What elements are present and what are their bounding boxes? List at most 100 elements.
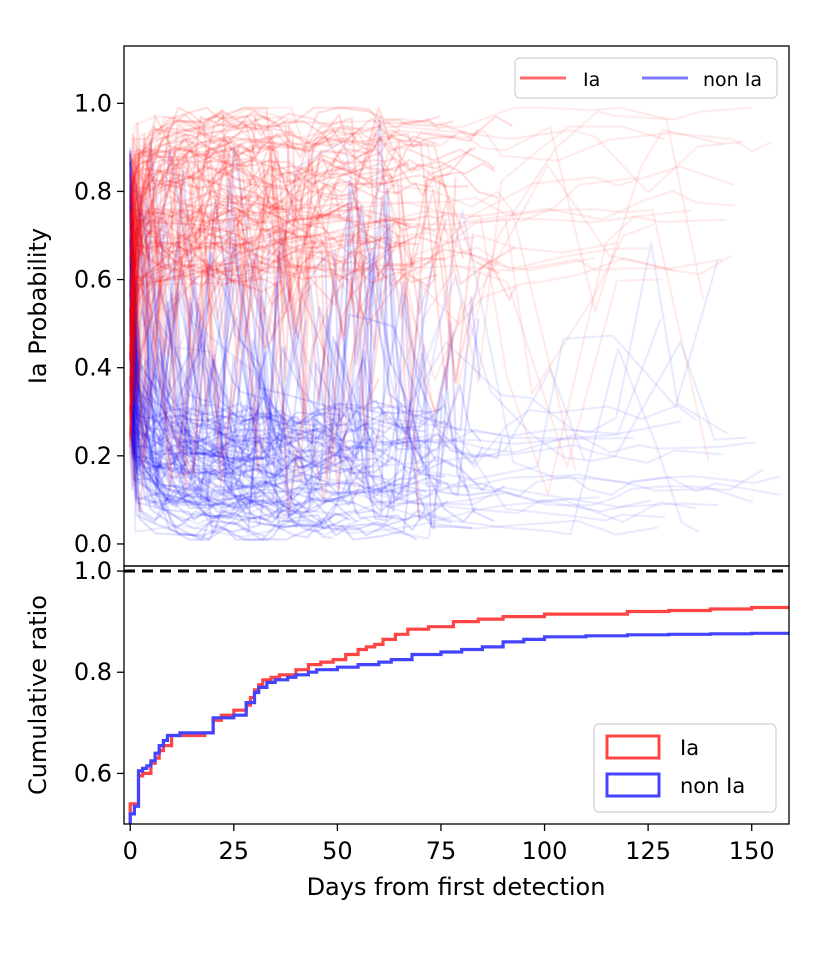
ia-probability-curve — [129, 248, 294, 351]
non-ia-probability-curve — [129, 358, 335, 442]
ia-probability-curve — [129, 190, 735, 320]
x-tick-label: 75 — [426, 837, 457, 865]
ia-probability-curve — [129, 122, 724, 313]
non-ia-probability-curve — [129, 428, 264, 485]
non-ia-probability-curve — [129, 163, 349, 535]
ia-probability-curve — [129, 257, 722, 326]
ia-probability-curve — [129, 205, 291, 406]
ia-probability-curve — [129, 106, 705, 400]
non-ia-probability-curve — [129, 327, 426, 449]
ia-probability-curve — [129, 115, 440, 483]
non-ia-probability-curve — [129, 183, 392, 463]
non-ia-probability-curve — [129, 177, 446, 478]
non-ia-probability-curve — [129, 275, 503, 504]
ia-probability-curve — [129, 164, 448, 316]
ia-probability-curve — [129, 161, 736, 276]
non-ia-probability-curve — [129, 209, 298, 521]
non-ia-probability-curve — [129, 279, 457, 447]
ia-probability-curve — [129, 223, 371, 274]
ia-probability-curve — [129, 164, 676, 381]
ia-probability-curve — [129, 172, 239, 273]
non-ia-probability-curve — [129, 185, 682, 438]
ia-probability-curve — [129, 149, 298, 231]
top-legend-label-ia: Ia — [583, 69, 600, 91]
non-ia-probability-curve — [129, 241, 728, 446]
non-ia-probability-curve — [129, 245, 455, 431]
non-ia-probability-curve — [129, 200, 270, 421]
non-ia-probability-curve — [129, 254, 434, 435]
top-legend: Ia non Ia — [514, 57, 778, 99]
non-ia-probability-curve — [129, 193, 427, 509]
x-tick-label: 50 — [322, 837, 353, 865]
non-ia-probability-curve — [129, 195, 662, 453]
x-tick-label: 100 — [522, 837, 568, 865]
non-ia-probability-curve — [129, 317, 349, 475]
ia-probability-curve — [129, 141, 287, 327]
non-ia-probability-curve — [129, 357, 285, 508]
ia-probability-curve — [129, 202, 463, 414]
non-ia-probability-curve — [129, 327, 333, 539]
ia-probability-curve — [129, 146, 232, 335]
ia-probability-curve — [129, 115, 514, 487]
non-ia-probability-curve — [129, 355, 366, 513]
non-ia-probability-curve — [129, 344, 473, 541]
non-ia-probability-curve — [129, 280, 433, 532]
non-ia-probability-curve — [129, 154, 425, 494]
top-y-axis-label: Ia Probability — [24, 228, 52, 384]
non-ia-probability-curve — [129, 147, 358, 523]
non-ia-probability-curve — [129, 223, 482, 460]
non-ia-probability-curve — [129, 241, 352, 526]
ia-probability-curve — [129, 135, 373, 167]
non-ia-probability-curve — [129, 161, 307, 480]
ia-probability-curve — [129, 135, 275, 390]
ia-probability-curve — [129, 113, 479, 384]
non-ia-probability-curve — [129, 260, 719, 491]
ia-probability-curve — [129, 147, 411, 292]
non-ia-probability-curve — [129, 236, 324, 452]
ia-probability-curve — [129, 112, 401, 419]
non-ia-probability-curve — [129, 201, 255, 486]
ia-probability-curve — [129, 165, 469, 238]
ia-probability-curve — [129, 208, 710, 463]
non-ia-probability-curve — [129, 326, 265, 492]
ia-probability-curve — [129, 215, 260, 252]
probability-curves — [129, 106, 781, 541]
ia-probability-curve — [129, 164, 346, 468]
ia-probability-curve — [129, 162, 410, 299]
ia-probability-curve — [129, 115, 744, 238]
x-tick-label: 25 — [219, 837, 250, 865]
ia-probability-curve — [129, 106, 421, 454]
non-ia-probability-curve — [129, 253, 409, 519]
non-ia-cumulative-line — [128, 631, 789, 824]
non-ia-probability-curve — [129, 387, 724, 464]
ia-probability-curve — [129, 175, 394, 465]
non-ia-probability-curve — [129, 158, 342, 501]
ia-probability-curve — [129, 219, 378, 358]
ia-probability-curve — [129, 219, 595, 327]
ia-probability-curve — [129, 175, 500, 504]
non-ia-probability-curve — [129, 160, 659, 536]
ia-probability-curve — [129, 173, 260, 357]
ia-probability-curve — [129, 144, 452, 340]
non-ia-probability-curve — [129, 194, 634, 445]
non-ia-probability-curve — [129, 290, 284, 524]
top-y-axis-ticks: 0.0 0.2 0.4 0.6 0.8 1.0 — [74, 89, 124, 558]
non-ia-probability-curve — [129, 253, 300, 478]
ia-probability-curve — [129, 126, 457, 390]
ia-probability-curve — [129, 239, 357, 320]
ia-probability-curve — [129, 200, 345, 434]
ia-probability-curve — [129, 189, 269, 443]
non-ia-probability-curve — [129, 393, 253, 436]
ia-probability-curve — [129, 106, 454, 357]
top-y-tick-label: 1.0 — [74, 89, 112, 117]
non-ia-probability-curve — [129, 379, 756, 454]
non-ia-probability-curve — [129, 182, 781, 497]
non-ia-probability-curve — [129, 139, 700, 536]
ia-probability-curve — [129, 179, 664, 469]
ia-probability-curve — [129, 159, 266, 513]
non-ia-probability-curve — [129, 318, 480, 529]
ia-probability-curve — [129, 135, 448, 357]
non-ia-probability-curve — [129, 307, 375, 457]
non-ia-probability-curve — [129, 291, 697, 526]
ia-probability-curve — [129, 227, 392, 327]
